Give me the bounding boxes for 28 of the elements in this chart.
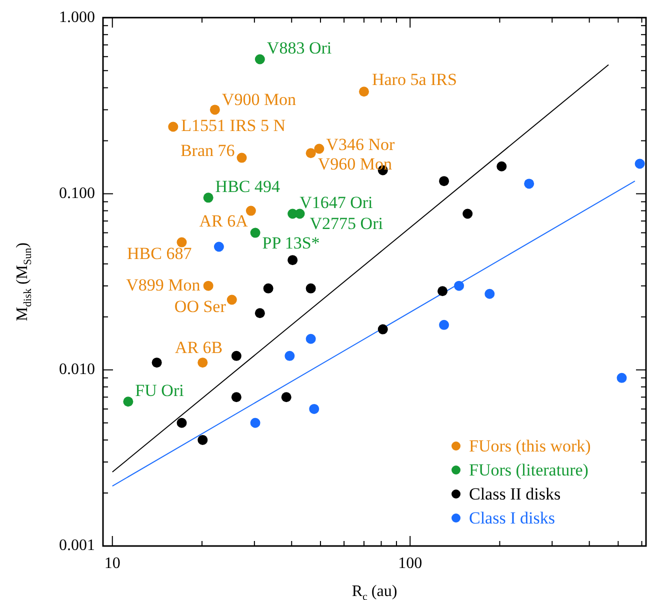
annotation: V899 Mon [126, 275, 201, 294]
annotation: AR 6A [199, 211, 249, 230]
legend-label: FUors (this work) [469, 436, 591, 456]
y-tick-label: 1.000 [59, 8, 95, 26]
legend-label: Class I disks [469, 508, 555, 528]
annotation: FU Ori [135, 381, 184, 400]
annotation: L1551 IRS 5 N [181, 116, 286, 136]
legend-label: Class II disks [469, 484, 561, 504]
annotation: V2775 Ori [310, 214, 384, 234]
annotation: PP 13S* [262, 233, 320, 252]
y-tick-label: 0.001 [59, 537, 95, 554]
legend-label: FUors (literature) [469, 460, 588, 480]
x-tick-label: 10 [104, 554, 120, 572]
annotation: Haro 5a IRS [372, 70, 457, 90]
annotation: OO Ser [174, 297, 226, 316]
y-tick-label: 0.100 [59, 184, 95, 202]
y-axis-title: Mdisk (MSun) [14, 242, 34, 322]
annotation: HBC 687 [127, 244, 192, 263]
annotation: V900 Mon [222, 90, 297, 110]
annotation: V346 Nor [326, 135, 395, 154]
x-tick-label: 100 [398, 554, 422, 572]
annotation: V883 Ori [266, 38, 332, 58]
annotation: HBC 494 [215, 177, 281, 196]
annotation: V1647 Ori [300, 193, 374, 212]
y-tick-label: 0.010 [59, 361, 95, 378]
annotation: V960 Mon [318, 154, 392, 174]
annotation: Bran 76 [180, 141, 235, 160]
annotation: AR 6B [174, 338, 223, 358]
